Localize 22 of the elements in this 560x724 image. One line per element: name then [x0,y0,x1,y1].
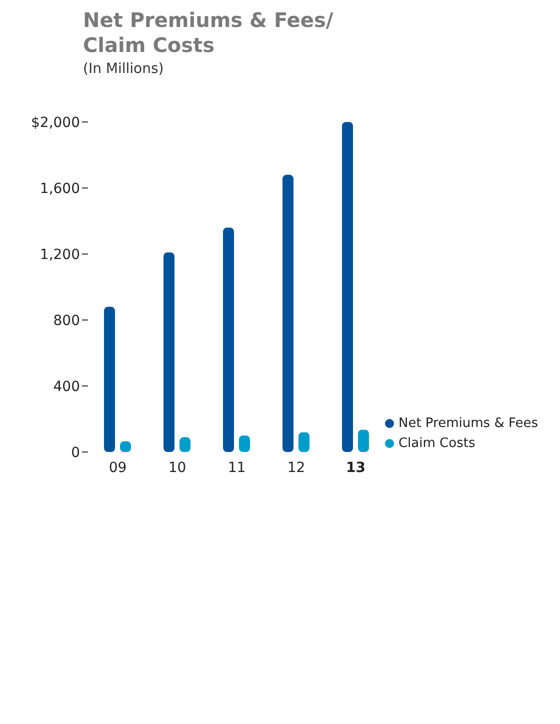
x-tick-label: 13 [346,460,366,476]
y-tick-label: 1,600 [40,180,80,197]
x-tick-label: 12 [287,460,306,476]
y-tick-label: 800 [53,312,80,329]
bar [342,122,353,452]
chart-subtitle: (In Millions) [83,61,165,77]
y-tick-label: 1,200 [40,246,80,263]
y-tick-label: 400 [53,378,80,395]
x-tick-label: 09 [108,460,127,476]
y-tick-label: $2,000 [31,114,80,131]
bar [298,432,310,452]
x-tick-label: 10 [168,460,186,476]
bar [104,306,115,452]
y-tick-label: 0 [71,444,80,461]
bar [358,430,369,452]
chart-title: Net Premiums & Fees/ Claim Costs [83,8,334,58]
legend-label: Claim Costs [398,436,476,451]
bar [222,228,234,452]
x-tick-label: 11 [228,460,246,476]
bar [163,252,174,452]
legend-label: Net Premiums & Fees [398,416,538,431]
bar [282,174,294,452]
